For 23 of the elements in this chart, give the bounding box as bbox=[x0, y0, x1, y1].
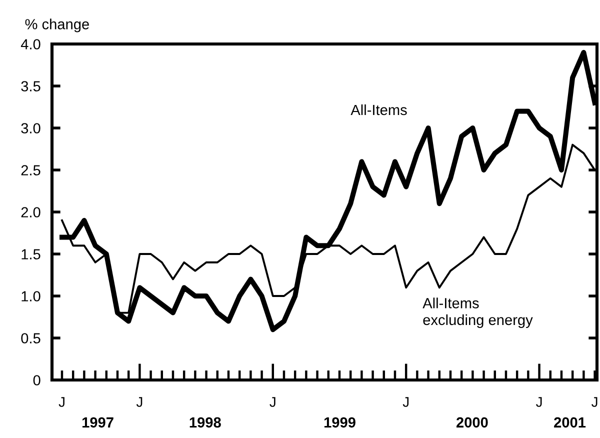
x-tick-label: J bbox=[402, 397, 409, 407]
text: 1999 bbox=[324, 417, 356, 428]
y-tick-label: 3.5 bbox=[21, 81, 40, 92]
text: 1997 bbox=[82, 417, 114, 428]
y-tick-label: 0 bbox=[33, 375, 40, 386]
x-tick-label: J bbox=[592, 397, 598, 407]
series-label: All-Items bbox=[350, 104, 407, 116]
y-tick-label: 3.0 bbox=[21, 123, 40, 134]
y-axis-title: % change bbox=[25, 18, 89, 32]
y-tick-label: 1.0 bbox=[22, 291, 40, 302]
x-tick-label: J bbox=[136, 397, 142, 407]
x-tick-label: J bbox=[536, 397, 542, 407]
text: 2000 bbox=[456, 417, 488, 428]
text: 1998 bbox=[190, 417, 221, 428]
y-tick-label: 4.0 bbox=[20, 39, 40, 50]
y-tick-label: 1.5 bbox=[22, 249, 40, 260]
series-label: All-Items excluding energy bbox=[422, 298, 533, 328]
y-tick-label: 2.0 bbox=[21, 207, 40, 218]
x-tick-label: J bbox=[58, 397, 64, 407]
y-tick-label: 0.5 bbox=[21, 333, 40, 344]
text: 2001 bbox=[554, 417, 586, 428]
y-tick-label: 2.5 bbox=[21, 165, 40, 176]
x-tick-label: J bbox=[270, 397, 276, 407]
